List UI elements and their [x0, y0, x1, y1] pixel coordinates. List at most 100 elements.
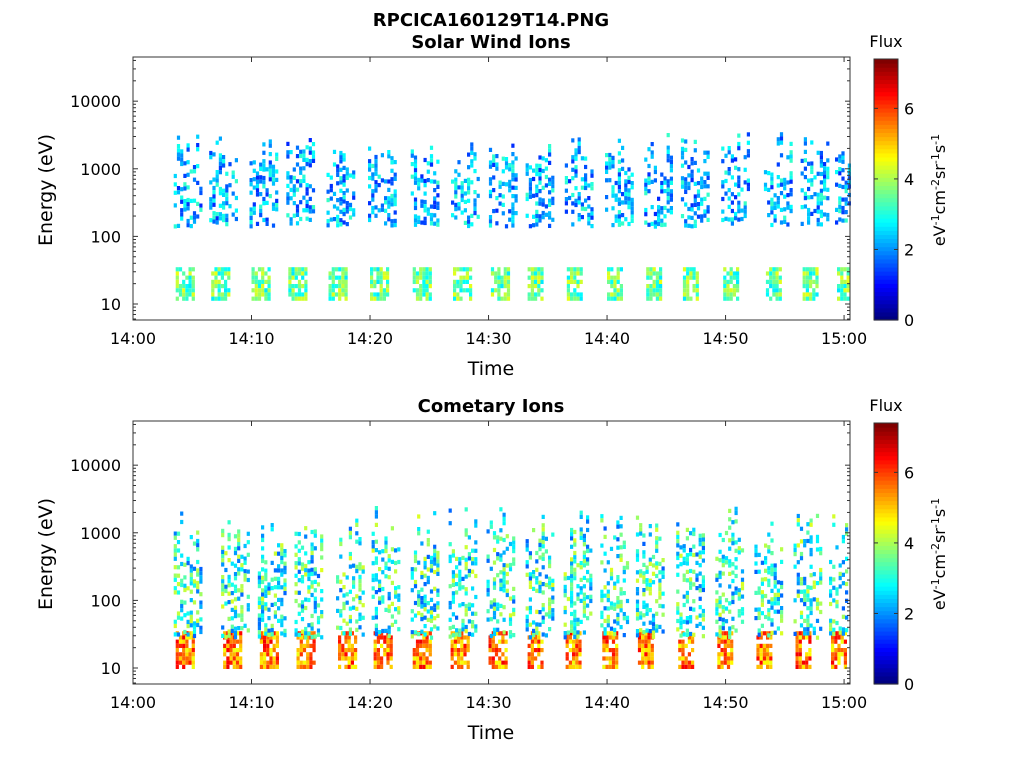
- heatmap-cell: [644, 639, 648, 644]
- heatmap-cell: [511, 160, 515, 165]
- heatmap-cell: [723, 284, 727, 289]
- heatmap-cell: [307, 576, 311, 582]
- heatmap-cell: [684, 185, 688, 190]
- colorbar-segment: [874, 451, 898, 457]
- heatmap-cell: [331, 288, 335, 293]
- heatmap-cell: [344, 292, 348, 297]
- heatmap-cell: [501, 211, 505, 216]
- heatmap-cell: [527, 664, 531, 669]
- heatmap-cell: [689, 275, 693, 280]
- heatmap-cell: [659, 288, 663, 293]
- heatmap-cell: [413, 172, 418, 177]
- heatmap-cell: [754, 569, 758, 574]
- heatmap-cell: [469, 292, 473, 297]
- heatmap-cell: [224, 588, 228, 594]
- heatmap-cell: [267, 632, 271, 637]
- heatmap-cell: [280, 618, 284, 623]
- heatmap-cell: [703, 150, 707, 155]
- heatmap-cell: [423, 208, 427, 213]
- heatmap-cell: [188, 275, 192, 280]
- colorbar-segment: [874, 573, 898, 579]
- heatmap-cell: [215, 178, 219, 183]
- heatmap-cell: [496, 535, 500, 540]
- heatmap-cell: [457, 664, 461, 669]
- heatmap-cell: [292, 184, 296, 189]
- heatmap-cell: [685, 561, 689, 566]
- heatmap-cell: [535, 184, 539, 189]
- heatmap-cell: [412, 660, 416, 665]
- heatmap-cell: [410, 567, 414, 572]
- heatmap-cell: [178, 652, 183, 657]
- heatmap-cell: [264, 602, 268, 607]
- heatmap-cell: [511, 202, 515, 207]
- heatmap-cell: [342, 199, 346, 204]
- heatmap-cell: [727, 188, 731, 193]
- heatmap-cell: [232, 652, 236, 657]
- heatmap-cell: [498, 664, 502, 669]
- heatmap-cell: [726, 292, 730, 297]
- heatmap-cell: [843, 284, 847, 289]
- heatmap-cell: [679, 612, 683, 617]
- colorbar-tick-label: 6: [904, 99, 914, 118]
- heatmap-cell: [257, 626, 261, 631]
- heatmap-cell: [270, 523, 274, 528]
- heatmap-cell: [570, 582, 574, 587]
- heatmap-cell: [535, 580, 539, 585]
- heatmap-cell: [264, 606, 268, 611]
- heatmap-cell: [426, 207, 430, 212]
- heatmap-cell: [721, 617, 725, 622]
- heatmap-cell: [425, 279, 429, 284]
- heatmap-cell: [676, 627, 680, 632]
- heatmap-cell: [251, 279, 255, 284]
- heatmap-cell: [734, 548, 738, 553]
- heatmap-cell: [429, 560, 434, 565]
- heatmap-cell: [681, 652, 685, 657]
- heatmap-cell: [380, 664, 384, 669]
- heatmap-cell: [464, 561, 468, 567]
- heatmap-cell: [779, 153, 784, 158]
- heatmap-cell: [548, 559, 552, 564]
- heatmap-cell: [338, 284, 342, 289]
- heatmap-cell: [690, 207, 694, 212]
- heatmap-cell: [802, 279, 806, 284]
- heatmap-cell: [289, 187, 293, 192]
- heatmap-cell: [535, 588, 539, 593]
- heatmap-cell: [288, 279, 292, 284]
- heatmap-cell: [382, 292, 386, 297]
- heatmap-cell: [730, 660, 734, 665]
- heatmap-cell: [644, 652, 648, 657]
- heatmap-cell: [647, 643, 651, 648]
- heatmap-cell: [816, 217, 820, 223]
- heatmap-cell: [222, 163, 226, 168]
- heatmap-cell: [622, 540, 626, 545]
- heatmap-cell: [769, 643, 773, 648]
- heatmap-cell: [342, 606, 346, 611]
- heatmap-cell: [384, 196, 388, 201]
- heatmap-cell: [336, 206, 340, 211]
- heatmap-cell: [701, 583, 705, 588]
- heatmap-cell: [462, 275, 466, 280]
- heatmap-cell: [341, 292, 345, 297]
- heatmap-cell: [715, 607, 719, 612]
- heatmap-cell: [779, 140, 784, 145]
- heatmap-cell: [458, 586, 462, 591]
- heatmap-cell: [425, 648, 429, 653]
- heatmap-cell: [492, 535, 497, 540]
- colorbar-segment: [874, 443, 898, 449]
- heatmap-cell: [534, 635, 538, 640]
- heatmap-cell: [173, 531, 177, 536]
- heatmap-cell: [380, 643, 384, 648]
- heatmap-cell: [425, 631, 429, 636]
- heatmap-cell: [386, 271, 390, 276]
- heatmap-cell: [429, 597, 434, 602]
- heatmap-cell: [685, 578, 689, 583]
- heatmap-cell: [218, 161, 222, 166]
- heatmap-cell: [283, 553, 287, 558]
- heatmap-cell: [587, 204, 591, 209]
- heatmap-cell: [682, 548, 686, 553]
- heatmap-cell: [503, 292, 507, 297]
- heatmap-cell: [715, 590, 719, 595]
- heatmap-cell: [457, 185, 461, 190]
- heatmap-cell: [374, 213, 378, 218]
- heatmap-cell: [499, 603, 503, 608]
